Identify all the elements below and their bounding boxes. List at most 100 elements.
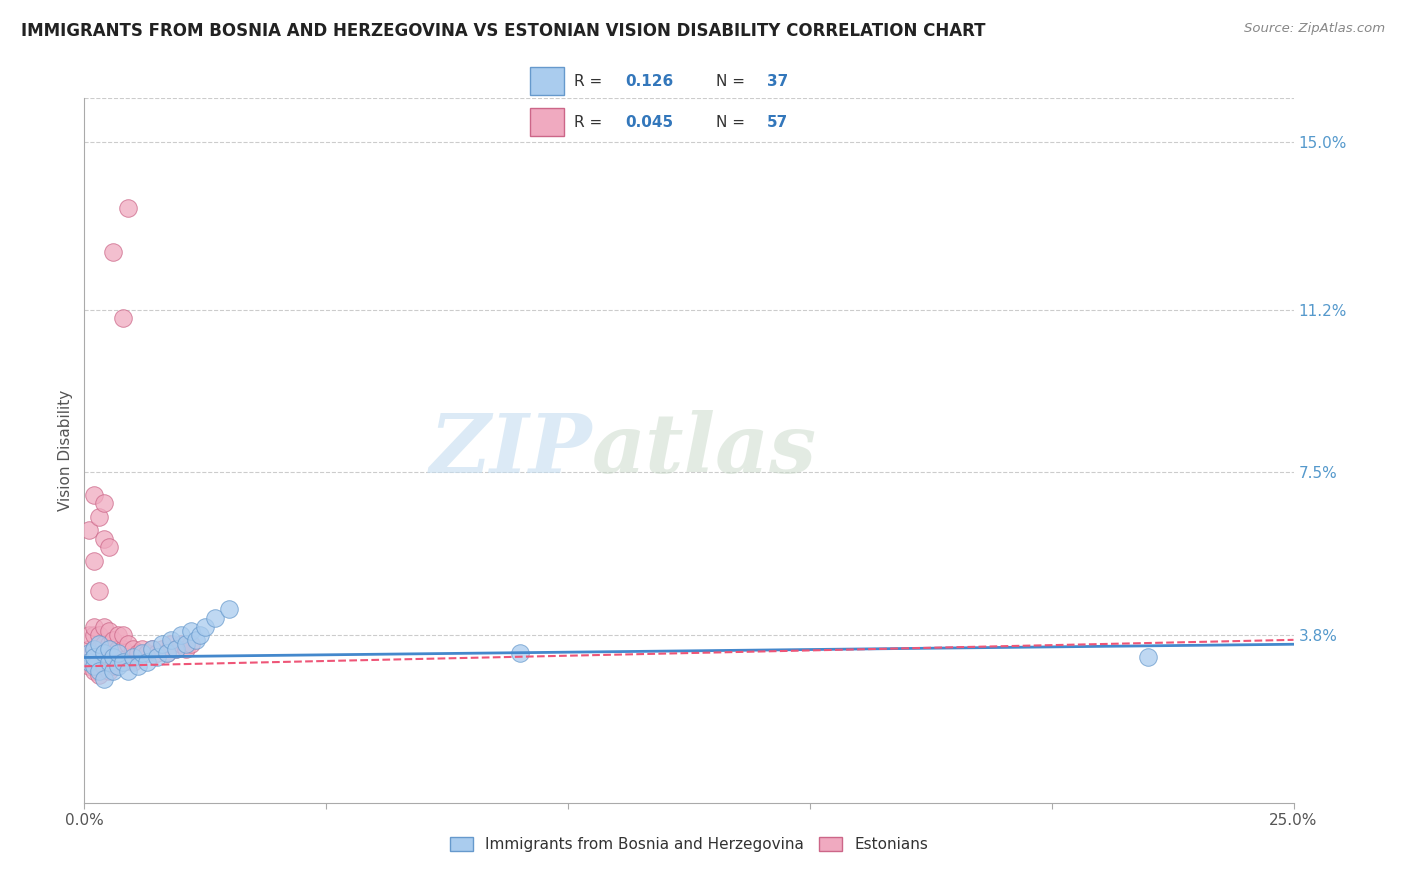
Point bbox=[121, 650, 143, 665]
FancyBboxPatch shape bbox=[530, 108, 564, 136]
Text: N =: N = bbox=[716, 74, 749, 88]
Point bbox=[150, 641, 173, 656]
Point bbox=[160, 632, 183, 647]
Text: N =: N = bbox=[716, 115, 749, 129]
Text: 37: 37 bbox=[766, 74, 787, 88]
Point bbox=[117, 201, 139, 215]
Point bbox=[112, 628, 135, 642]
Point bbox=[103, 659, 125, 673]
Text: R =: R = bbox=[574, 74, 607, 88]
Point bbox=[180, 624, 202, 638]
Point bbox=[107, 659, 129, 673]
Point bbox=[87, 664, 110, 678]
Point bbox=[87, 668, 110, 682]
Y-axis label: Vision Disability: Vision Disability bbox=[58, 390, 73, 511]
Point bbox=[174, 637, 197, 651]
Point bbox=[194, 619, 217, 633]
Point bbox=[93, 650, 115, 665]
Point bbox=[141, 641, 163, 656]
Text: atlas: atlas bbox=[592, 410, 817, 491]
Point bbox=[136, 646, 159, 660]
Point bbox=[77, 655, 100, 669]
Point bbox=[180, 637, 202, 651]
Point bbox=[160, 637, 183, 651]
Point bbox=[83, 650, 105, 665]
Point bbox=[170, 637, 193, 651]
Point bbox=[93, 659, 115, 673]
Point bbox=[155, 646, 177, 660]
Point bbox=[103, 646, 125, 660]
Point bbox=[165, 641, 187, 656]
Point bbox=[107, 628, 129, 642]
Point bbox=[97, 624, 120, 638]
Text: R =: R = bbox=[574, 115, 607, 129]
Text: 0.126: 0.126 bbox=[624, 74, 673, 88]
Point bbox=[93, 646, 115, 660]
Point bbox=[83, 659, 105, 673]
Point bbox=[83, 619, 105, 633]
Point bbox=[103, 650, 125, 665]
Text: 57: 57 bbox=[766, 115, 787, 129]
Point bbox=[93, 532, 115, 546]
Point bbox=[97, 655, 120, 669]
Point bbox=[1137, 650, 1160, 665]
Point bbox=[83, 553, 105, 567]
Point bbox=[141, 641, 163, 656]
Point bbox=[190, 628, 212, 642]
Point bbox=[97, 541, 120, 555]
Point bbox=[136, 655, 159, 669]
Point bbox=[83, 641, 105, 656]
Point bbox=[87, 655, 110, 669]
Point bbox=[509, 646, 531, 660]
Text: Source: ZipAtlas.com: Source: ZipAtlas.com bbox=[1244, 22, 1385, 36]
Point bbox=[87, 637, 110, 651]
Point bbox=[121, 641, 143, 656]
Point bbox=[77, 650, 100, 665]
Point bbox=[93, 496, 115, 510]
Point bbox=[204, 611, 226, 625]
Point bbox=[170, 628, 193, 642]
Point bbox=[107, 655, 129, 669]
Point bbox=[103, 245, 125, 260]
Point bbox=[127, 646, 149, 660]
Point bbox=[93, 637, 115, 651]
Point bbox=[103, 664, 125, 678]
Point bbox=[77, 646, 100, 660]
Point bbox=[121, 655, 143, 669]
Point bbox=[131, 646, 153, 660]
Point bbox=[83, 628, 105, 642]
Point bbox=[77, 659, 100, 673]
Point bbox=[112, 655, 135, 669]
Point bbox=[112, 311, 135, 326]
Point bbox=[107, 641, 129, 656]
Point bbox=[155, 646, 177, 660]
Point bbox=[117, 637, 139, 651]
Point bbox=[93, 673, 115, 687]
Point bbox=[83, 650, 105, 665]
Point bbox=[97, 650, 120, 665]
Point bbox=[87, 509, 110, 524]
Point bbox=[146, 650, 169, 665]
Point bbox=[218, 602, 240, 616]
Point bbox=[83, 487, 105, 501]
Point bbox=[127, 659, 149, 673]
Point bbox=[87, 628, 110, 642]
Point bbox=[117, 650, 139, 665]
Point bbox=[97, 637, 120, 651]
Text: IMMIGRANTS FROM BOSNIA AND HERZEGOVINA VS ESTONIAN VISION DISABILITY CORRELATION: IMMIGRANTS FROM BOSNIA AND HERZEGOVINA V… bbox=[21, 22, 986, 40]
Point bbox=[87, 584, 110, 599]
Point bbox=[146, 646, 169, 660]
Point bbox=[131, 641, 153, 656]
Legend: Immigrants from Bosnia and Herzegovina, Estonians: Immigrants from Bosnia and Herzegovina, … bbox=[444, 831, 934, 859]
Point bbox=[150, 637, 173, 651]
Point bbox=[165, 641, 187, 656]
Point bbox=[77, 628, 100, 642]
Point bbox=[97, 664, 120, 678]
Text: 0.045: 0.045 bbox=[624, 115, 673, 129]
Point bbox=[77, 641, 100, 656]
Point bbox=[97, 641, 120, 656]
Point bbox=[117, 664, 139, 678]
Point bbox=[83, 664, 105, 678]
Point bbox=[107, 646, 129, 660]
Point bbox=[184, 632, 207, 647]
